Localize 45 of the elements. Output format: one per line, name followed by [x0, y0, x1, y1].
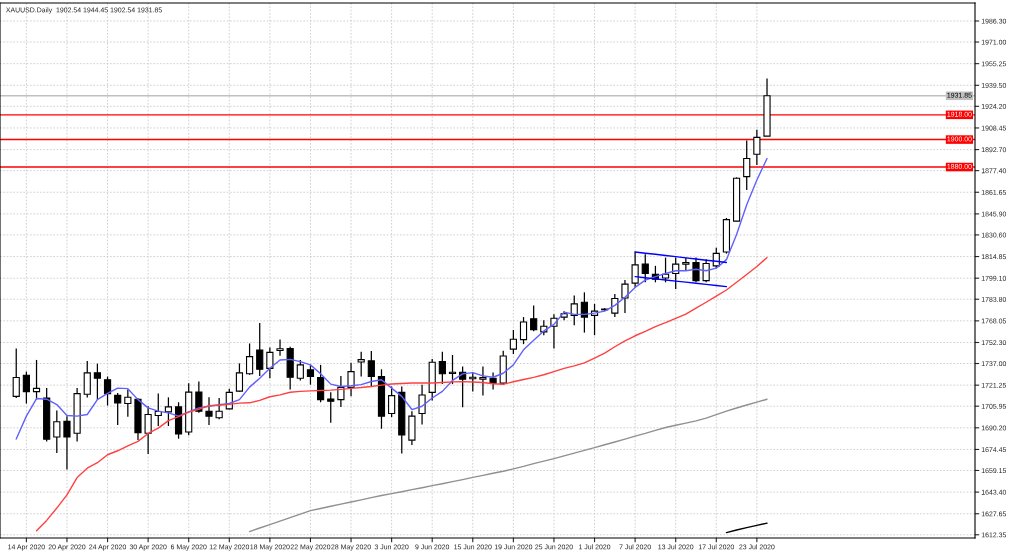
candlestick — [367, 350, 375, 388]
candlestick — [63, 415, 71, 471]
candlestick — [641, 253, 649, 283]
candlestick — [570, 294, 578, 326]
candlestick — [22, 370, 30, 405]
candlestick — [32, 359, 41, 401]
candlestick — [124, 388, 132, 418]
candlestick — [215, 397, 223, 420]
candlestick — [327, 391, 335, 424]
candlestick — [83, 360, 91, 399]
candlestick — [530, 304, 538, 332]
candlestick — [103, 375, 112, 407]
candlestick — [205, 396, 213, 426]
candlestick — [296, 359, 304, 382]
candlestick — [743, 139, 751, 191]
line-series — [15, 157, 768, 440]
candlestick — [53, 409, 61, 454]
candlestick — [276, 338, 284, 357]
line-series — [248, 398, 768, 533]
candlestick — [337, 375, 345, 408]
candlestick — [164, 396, 173, 427]
candlestick — [266, 346, 274, 379]
candlestick — [93, 363, 101, 401]
candlestick — [114, 392, 122, 426]
candlestick — [519, 316, 528, 345]
candlestick — [306, 364, 315, 386]
line-series — [35, 256, 768, 532]
candlestick — [317, 364, 325, 403]
candlestick — [438, 351, 446, 385]
candlestick — [256, 322, 264, 377]
line-series — [725, 522, 768, 534]
candlestick — [621, 279, 629, 314]
candlestick — [388, 385, 396, 418]
candlestick — [235, 362, 244, 393]
candlestick — [661, 256, 670, 283]
candlestick — [357, 351, 365, 378]
candlestick — [12, 347, 20, 399]
candlestick — [631, 251, 639, 289]
candlestick — [509, 329, 517, 355]
candlestick — [347, 362, 355, 397]
candlestick — [144, 405, 152, 455]
candlestick — [418, 384, 426, 426]
candlestick — [753, 129, 761, 166]
candlestick — [245, 342, 254, 376]
candlestick — [479, 365, 487, 397]
